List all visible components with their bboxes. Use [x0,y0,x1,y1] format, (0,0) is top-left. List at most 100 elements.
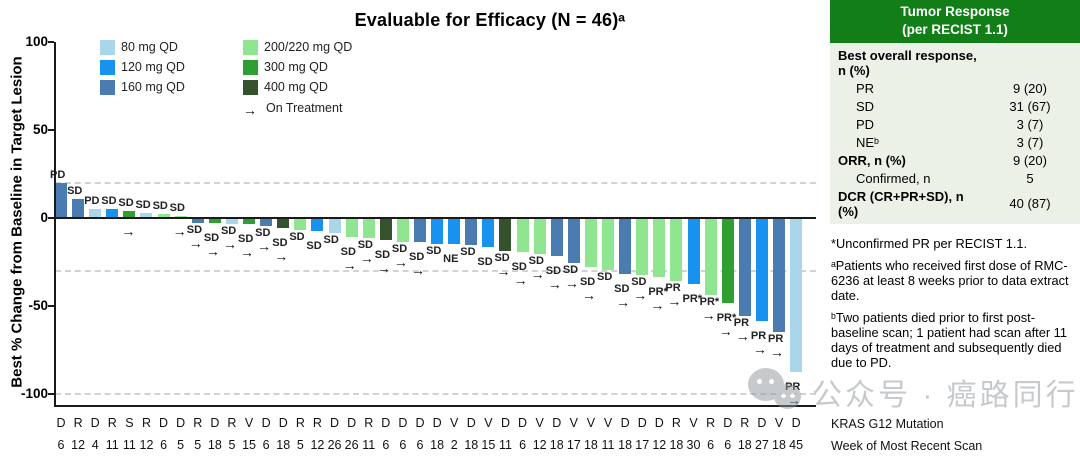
y-tick-mark [48,305,54,307]
watermark-text: 公众号 · 癌路同行 [812,379,1079,412]
y-tick-label: 50 [32,122,48,137]
mutation-row-label: KRAS G12 Mutation [831,417,944,431]
response-label: SD [186,223,203,236]
waterfall-bar [653,219,666,278]
legend-swatch-400 [243,80,258,95]
on-treatment-arrow: → [530,266,545,283]
week-number: 6 [382,438,390,452]
response-label: SD [426,244,442,257]
week-number: 6 [416,438,424,452]
response-label: SD [494,251,510,264]
table-row: Confirmed, n 5 [830,169,1080,187]
response-label: SD [255,227,271,240]
mutation-letter: D [654,416,664,430]
mutation-letter: D [620,416,630,430]
waterfall-bar [687,219,700,285]
waterfall-bar [260,219,273,227]
table-row: PD 3 (7) [830,115,1080,133]
waterfall-bar [431,219,444,244]
waterfall-bar [448,219,461,244]
waterfall-bar [413,219,426,242]
row-label: NEᵇ [856,134,879,150]
response-label: SD [306,240,322,253]
wechat-eye [769,379,774,384]
waterfall-bar [362,219,375,239]
row-label: Confirmed, n [856,170,931,186]
legend-swatch-160 [100,80,115,95]
zero-line [55,217,816,219]
response-label: SD [597,271,613,284]
mutation-letter: V [484,416,493,430]
response-label: NE [443,252,459,265]
y-tick-mark [48,393,54,395]
on-treatment-arrow: → [274,247,289,264]
row-value: 9 (20) [1013,152,1047,168]
row-label: DCR (CR+PR+SD), n (%) [838,188,964,219]
week-number: 12 [71,438,86,452]
week-number: 30 [686,438,701,452]
footnotes: *Unconfirmed PR per RECIST 1.1. ᵃPatient… [831,236,1079,378]
mutation-letter: R [312,416,322,430]
waterfall-bar [157,214,170,218]
week-number: 6 [262,438,270,452]
response-label: SD [118,196,134,209]
response-label: PR [767,332,784,345]
row-value: 5 [1026,170,1034,186]
mutation-letter: D [330,416,340,430]
legend-swatch-80 [100,40,115,55]
response-label: SD [374,249,391,262]
row-label: PR [856,80,875,96]
mutation-letter: V [569,416,579,430]
mutation-letter: D [176,416,186,430]
week-number: 18 [276,438,291,452]
week-number: 11 [122,438,136,452]
response-label: SD [101,195,117,208]
legend-label-160: 160 mg QD [121,80,185,94]
wechat-bubble-small [774,384,801,409]
mutation-letter: D [261,416,271,430]
week-number: 26 [327,438,342,452]
legend-label-300: 300 mg QD [264,60,328,74]
waterfall-bar [89,209,102,218]
y-tick-mark [48,129,54,131]
week-number: 5 [296,438,304,452]
waterfall-bar [602,219,615,271]
week-number: 5 [228,438,236,452]
on-treatment-arrow: → [342,256,357,273]
mutation-letter: R [227,416,237,430]
table-row: DCR (CR+PR+SD), n (%) 40 (87) [830,187,1080,220]
response-label: PR* [682,293,703,306]
on-treatment-arrow: → [376,260,391,277]
week-number: 12 [652,438,667,452]
week-number: 11 [362,438,376,452]
waterfall-bar [704,219,717,295]
on-treatment-arrow: → [257,238,272,255]
waterfall-bar [516,219,529,253]
wechat-icon [746,366,806,418]
panel-header-line1: Tumor Response [900,4,1010,19]
week-number: 15 [242,438,256,452]
mutation-letter: R [107,416,117,430]
row-value: 31 (67) [1009,98,1051,114]
row-label: SD [856,98,875,114]
week-row-label: Week of Most Recent Scan [831,439,983,453]
waterfall-bar [191,219,204,223]
on-treatment-arrow: → [564,275,579,291]
legend-swatch-120 [100,60,115,75]
legend-label-120: 120 mg QD [121,60,185,74]
response-label: PR [733,316,750,329]
legend-label-400: 400 mg QD [264,80,328,94]
on-treatment-arrow: → [513,272,528,289]
week-number: 6 [57,438,65,452]
response-label: SD [357,239,373,252]
y-tick-mark [48,41,54,43]
waterfall-bar [379,219,392,241]
mutation-letter: D [723,416,733,430]
waterfall-bar [345,219,358,237]
response-table-body: Best overall response, n (%) PR 9 (20) SD 31… [830,43,1080,224]
response-label: SD [220,225,237,238]
table-row: ORR, n (%) 9 (20) [830,151,1080,169]
legend-on-treatment-label: On Treatment [266,101,343,115]
response-label: PR [665,281,681,294]
on-treatment-arrow: → [667,292,682,309]
